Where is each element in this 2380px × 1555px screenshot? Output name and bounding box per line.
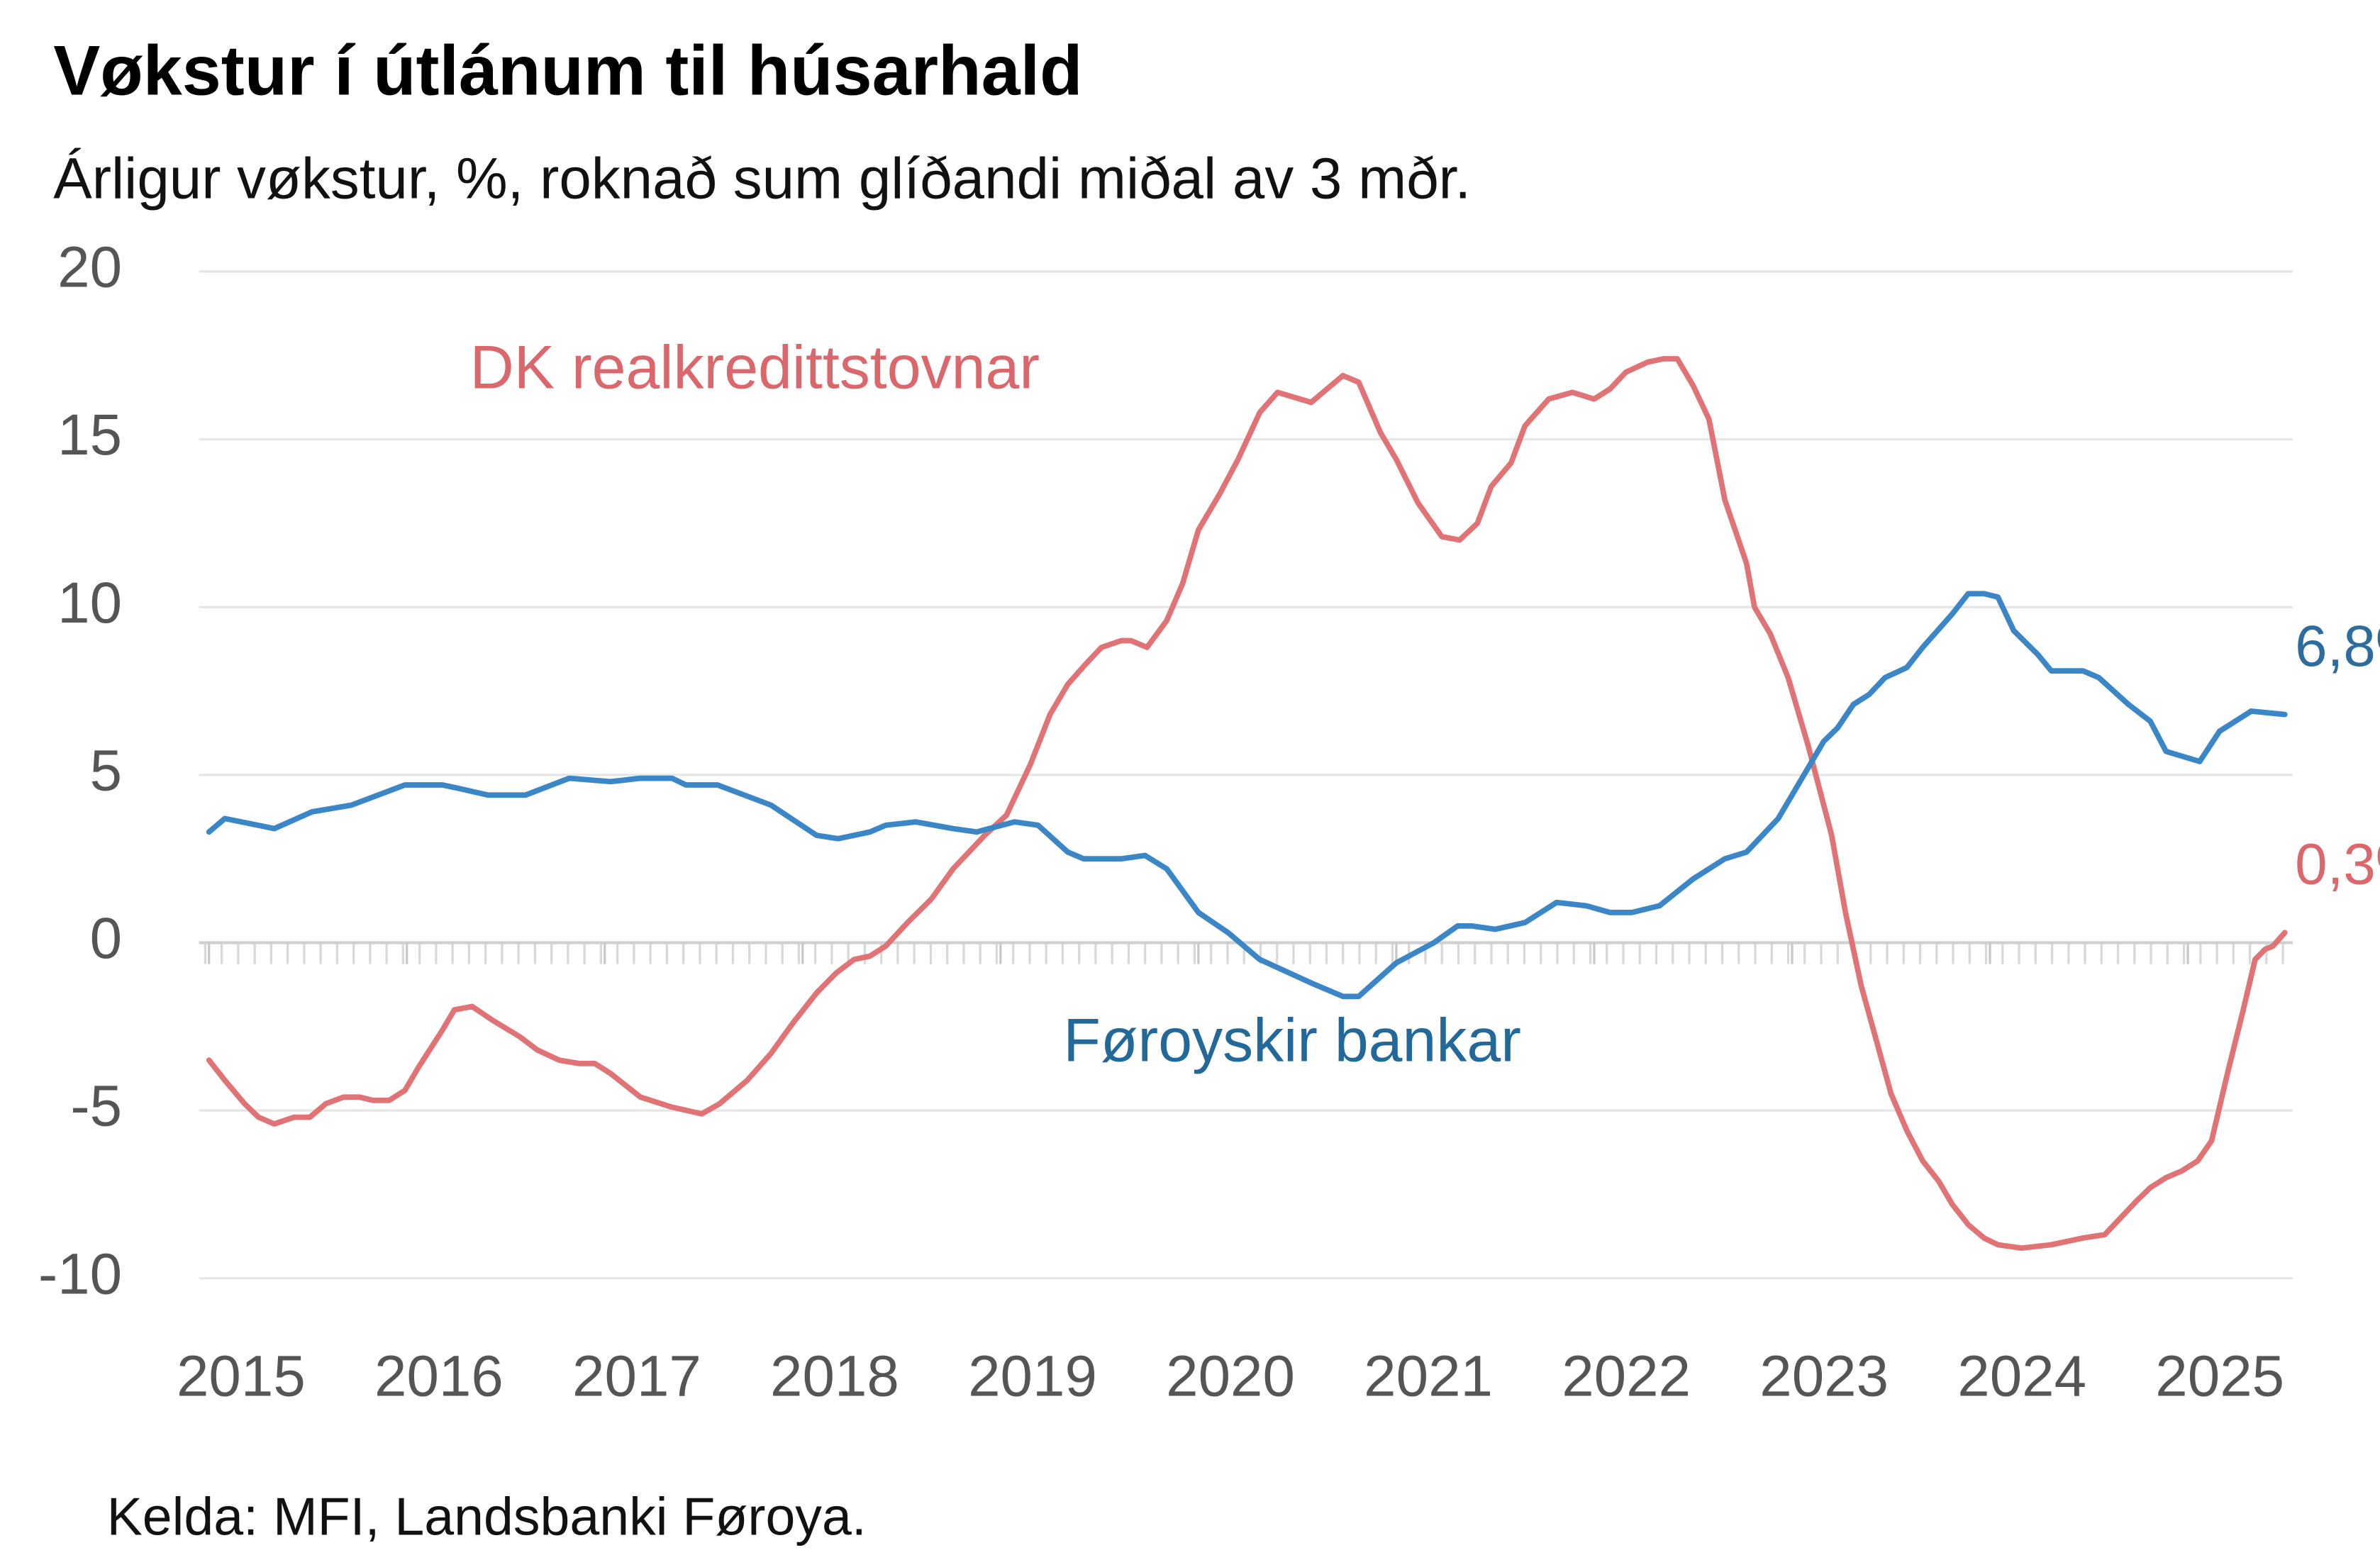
y-tick-label: -5 — [70, 1074, 122, 1139]
chart-title: Vøkstur í útlánum til húsarhald — [53, 31, 1082, 110]
series-label: Føroyskir bankar — [1063, 1006, 1520, 1074]
y-tick-label: 0 — [90, 906, 122, 971]
end-label: 6,8% — [2295, 614, 2380, 679]
y-tick-label: -10 — [38, 1242, 122, 1306]
x-tick-label: 2016 — [374, 1344, 504, 1408]
x-tick-label: 2018 — [770, 1344, 899, 1408]
series-line — [206, 591, 2288, 1000]
x-tick-label: 2022 — [1562, 1344, 1691, 1408]
x-tick-label: 2017 — [572, 1344, 701, 1408]
y-tick-label: 15 — [57, 403, 122, 467]
y-tick-label: 5 — [90, 738, 122, 803]
x-tick-label: 2025 — [2155, 1344, 2284, 1408]
y-tick-label: 10 — [57, 571, 122, 635]
y-tick-label: 20 — [57, 235, 122, 300]
x-tick-label: 2024 — [1957, 1344, 2086, 1408]
x-tick-label: 2023 — [1759, 1344, 1889, 1408]
x-tick-label: 2021 — [1364, 1344, 1493, 1408]
x-tick-label: 2020 — [1166, 1344, 1295, 1408]
chart-subtitle: Árligur vøkstur, %, roknað sum glíðandi … — [53, 147, 1471, 211]
x-tick-label: 2019 — [968, 1344, 1097, 1408]
source-note: Kelda: MFI, Landsbanki Føroya. — [107, 1487, 867, 1546]
end-label: 0,3% — [2295, 832, 2380, 897]
x-tick-label: 2015 — [177, 1344, 306, 1408]
series-label: DK realkredittstovnar — [470, 334, 1040, 402]
series-line — [206, 356, 2288, 1252]
